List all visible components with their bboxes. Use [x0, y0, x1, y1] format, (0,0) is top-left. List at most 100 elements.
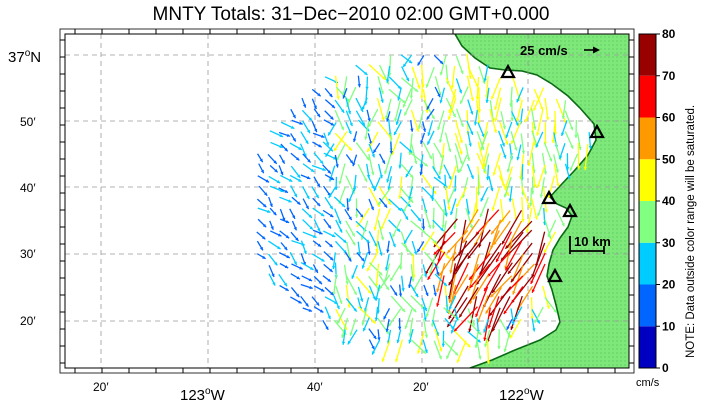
current-vector-head	[450, 211, 454, 216]
current-vector-head	[490, 187, 494, 192]
current-vector-head	[403, 63, 407, 68]
current-vector	[473, 219, 490, 247]
current-vector-head	[397, 207, 402, 211]
current-vector-head	[296, 174, 301, 178]
current-vector-head	[308, 214, 313, 218]
current-vector-head	[386, 118, 390, 122]
current-vector-head	[536, 320, 540, 324]
current-vector-head	[317, 243, 322, 247]
current-vector-head	[321, 258, 325, 262]
current-vector-head	[341, 341, 346, 345]
current-vector-head	[374, 283, 379, 287]
current-vector	[531, 165, 536, 188]
current-vector-head	[516, 98, 520, 103]
current-vector-head	[286, 133, 291, 137]
current-vector-head	[384, 267, 389, 271]
current-vector-head	[367, 118, 371, 122]
current-vector-head	[500, 257, 505, 261]
current-vector-head	[381, 160, 385, 164]
current-vector	[432, 207, 435, 229]
current-vector-head	[420, 95, 424, 99]
station-marker	[562, 202, 578, 218]
current-vector-head	[347, 340, 351, 345]
current-vector	[458, 287, 479, 318]
current-vector-head	[298, 300, 302, 304]
current-vector-head	[373, 226, 377, 231]
current-vector	[468, 253, 491, 281]
current-vector-head	[474, 344, 478, 349]
current-vector-head	[385, 328, 389, 332]
current-vector-head	[423, 317, 427, 321]
current-vector-head	[433, 243, 438, 248]
current-vector-head	[385, 330, 390, 335]
current-vector-head	[348, 147, 352, 151]
current-vector-head	[395, 121, 399, 125]
current-vector-head	[567, 175, 571, 180]
current-vector-head	[308, 117, 313, 121]
current-vector-head	[328, 132, 332, 136]
current-vector-head	[501, 240, 505, 245]
current-vector-head	[336, 96, 340, 100]
current-vector	[520, 186, 531, 209]
current-vector-head	[561, 222, 565, 227]
current-vector-head	[318, 280, 322, 285]
current-vector	[410, 295, 425, 310]
current-vector	[333, 131, 348, 152]
current-vector-head	[353, 308, 357, 312]
current-vector-head	[402, 99, 406, 104]
lon-label-122: 122oW	[499, 386, 545, 404]
current-vector-head	[503, 193, 508, 198]
current-vector-head	[483, 78, 487, 82]
current-vector	[507, 152, 514, 173]
current-vector-head	[524, 118, 529, 123]
current-vector-head	[456, 169, 460, 174]
current-vector-head	[426, 106, 430, 110]
current-vector	[387, 308, 402, 327]
current-vector	[530, 197, 538, 220]
current-vector-head	[284, 246, 288, 251]
current-vector-head	[448, 148, 452, 153]
current-vector-head	[320, 288, 325, 292]
current-vector-head	[378, 201, 382, 205]
current-vector-head	[293, 193, 297, 198]
current-vector	[462, 218, 480, 244]
current-vector-head	[460, 123, 464, 127]
current-vector-head	[317, 92, 321, 97]
current-vector	[492, 220, 511, 246]
current-vector-head	[539, 194, 544, 198]
current-vector-head	[454, 268, 458, 272]
current-vector-head	[491, 207, 495, 211]
current-vector-head	[417, 217, 421, 222]
current-vector-head	[397, 97, 401, 101]
current-vector-head	[329, 213, 334, 218]
current-vector-head	[459, 168, 463, 173]
current-vector-head	[479, 213, 483, 218]
current-vector-head	[307, 159, 311, 163]
current-vector-head	[454, 328, 458, 332]
current-vector-head	[561, 115, 566, 120]
current-vector-head	[325, 326, 329, 330]
current-vector	[530, 187, 533, 207]
colorbar-cell	[639, 159, 656, 201]
current-vector-head	[448, 315, 452, 320]
current-vector-head	[380, 236, 385, 241]
current-vector-head	[545, 117, 550, 121]
current-vector-head	[521, 150, 526, 154]
current-vector-head	[288, 178, 293, 182]
current-vector-head	[299, 121, 303, 125]
current-vector-head	[383, 204, 388, 208]
current-vector-head	[456, 203, 460, 208]
reference-vector: 25 cm/s	[520, 43, 600, 58]
current-vector	[490, 275, 513, 298]
colorbar-tick-label: 0	[662, 361, 669, 375]
current-vector	[510, 121, 522, 145]
current-vector	[526, 208, 533, 233]
current-vector-head	[327, 315, 331, 320]
current-vector-head	[583, 166, 588, 171]
current-vector	[335, 144, 346, 162]
current-vector-head	[570, 145, 574, 149]
current-vector	[377, 121, 393, 140]
current-vector-head	[388, 323, 392, 327]
current-vector-head	[425, 313, 429, 318]
current-vector-head	[374, 243, 378, 247]
